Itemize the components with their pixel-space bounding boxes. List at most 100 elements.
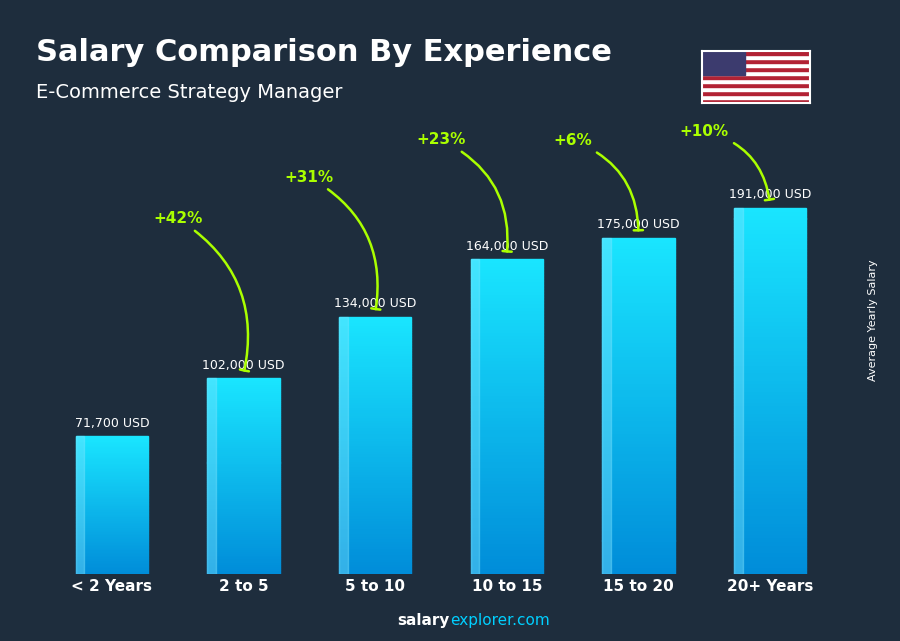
Bar xyxy=(207,443,280,445)
Bar xyxy=(207,400,280,402)
Bar xyxy=(602,383,675,386)
Bar xyxy=(76,504,148,505)
Bar xyxy=(207,482,280,484)
Bar xyxy=(602,520,675,524)
Bar xyxy=(339,435,411,438)
Bar xyxy=(602,497,675,500)
Bar xyxy=(76,505,148,506)
Bar xyxy=(76,560,148,562)
Bar xyxy=(734,237,806,240)
Bar xyxy=(471,303,543,306)
Bar xyxy=(207,498,280,500)
Bar xyxy=(207,453,280,454)
Bar xyxy=(76,572,148,574)
Bar xyxy=(207,488,280,490)
Bar xyxy=(734,417,806,420)
Bar xyxy=(76,549,148,551)
Bar xyxy=(471,479,543,483)
Bar xyxy=(207,454,280,456)
Bar xyxy=(339,567,411,569)
Bar xyxy=(207,508,280,510)
Bar xyxy=(207,566,280,568)
Bar xyxy=(339,479,411,481)
Bar xyxy=(339,337,411,340)
Bar xyxy=(76,462,148,463)
Bar xyxy=(602,554,675,557)
Bar xyxy=(339,471,411,474)
Bar xyxy=(734,512,806,515)
Bar xyxy=(471,372,543,376)
Bar xyxy=(76,487,148,489)
Bar xyxy=(76,464,148,465)
Bar xyxy=(207,476,280,478)
Bar xyxy=(702,63,810,67)
Bar xyxy=(471,297,543,300)
Bar xyxy=(76,456,148,457)
Bar xyxy=(76,533,148,534)
Bar xyxy=(602,403,675,406)
Bar xyxy=(602,557,675,561)
Bar xyxy=(76,497,148,499)
Bar xyxy=(339,343,411,345)
Bar xyxy=(734,494,806,497)
Bar xyxy=(602,262,675,265)
Bar xyxy=(602,423,675,426)
Bar xyxy=(471,341,543,344)
Bar xyxy=(339,515,411,517)
Bar xyxy=(339,394,411,397)
Bar xyxy=(734,215,806,219)
Bar xyxy=(734,354,806,358)
Bar xyxy=(207,523,280,525)
Bar xyxy=(471,568,543,571)
Bar xyxy=(734,281,806,285)
Bar xyxy=(602,309,675,312)
Bar xyxy=(602,483,675,487)
Bar xyxy=(734,545,806,549)
Bar xyxy=(471,495,543,499)
Bar xyxy=(734,219,806,222)
Bar xyxy=(734,340,806,343)
Bar xyxy=(207,410,280,412)
Bar xyxy=(734,508,806,512)
Bar xyxy=(76,553,148,555)
Bar xyxy=(734,556,806,560)
Bar xyxy=(76,538,148,540)
Text: E-Commerce Strategy Manager: E-Commerce Strategy Manager xyxy=(36,83,343,103)
Bar xyxy=(76,544,148,545)
Bar xyxy=(471,306,543,310)
Bar xyxy=(471,545,543,549)
Bar xyxy=(207,553,280,554)
Bar xyxy=(471,540,543,543)
Bar xyxy=(702,51,810,55)
Bar xyxy=(207,460,280,463)
Bar xyxy=(76,511,148,512)
Bar xyxy=(702,55,810,59)
Bar xyxy=(734,328,806,332)
Bar xyxy=(76,570,148,571)
Bar xyxy=(471,269,543,272)
Bar xyxy=(339,410,411,412)
Bar xyxy=(602,517,675,520)
Bar xyxy=(339,348,411,351)
Bar xyxy=(339,440,411,443)
Bar xyxy=(471,571,543,574)
Bar xyxy=(602,500,675,504)
Bar xyxy=(471,520,543,524)
Bar xyxy=(339,448,411,451)
Bar xyxy=(339,543,411,545)
Bar xyxy=(76,483,148,485)
Bar xyxy=(602,353,675,356)
Bar xyxy=(471,404,543,407)
Bar xyxy=(734,343,806,347)
Bar xyxy=(339,551,411,554)
Bar xyxy=(734,317,806,321)
Bar xyxy=(207,564,280,566)
Bar xyxy=(734,251,806,255)
Bar xyxy=(734,285,806,288)
Bar xyxy=(602,322,675,326)
Bar xyxy=(734,376,806,380)
Bar xyxy=(471,300,543,303)
Bar xyxy=(76,468,148,469)
Bar xyxy=(339,358,411,361)
Bar xyxy=(602,440,675,443)
